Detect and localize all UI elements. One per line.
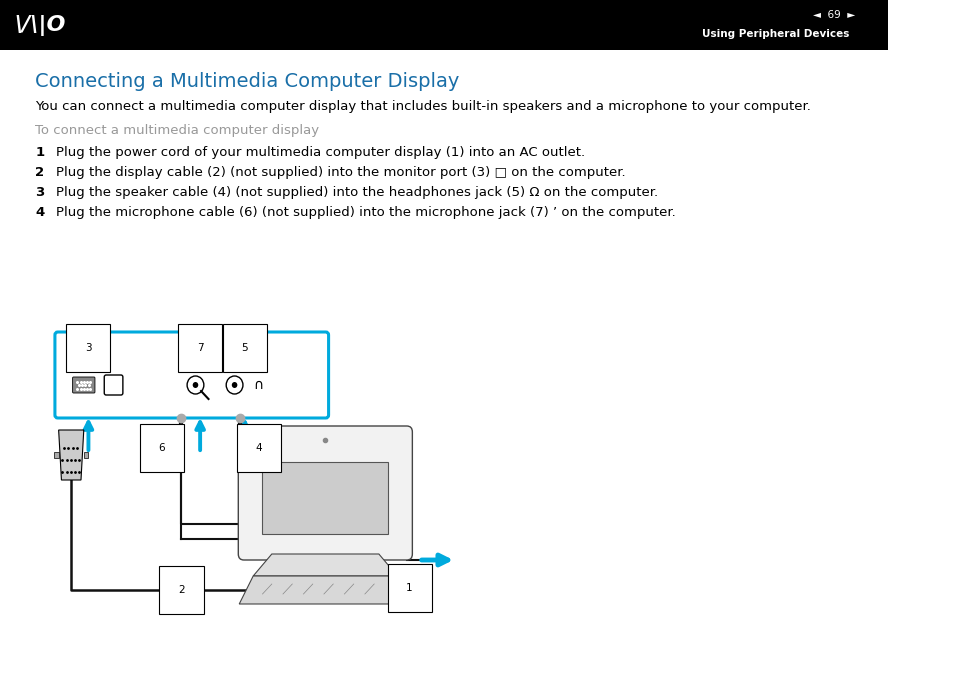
Text: \/\|O: \/\|O	[15, 15, 66, 36]
Bar	[262, 462, 388, 534]
Text: To connect a multimedia computer display: To connect a multimedia computer display	[35, 124, 319, 137]
FancyBboxPatch shape	[55, 332, 328, 418]
Polygon shape	[58, 430, 84, 480]
FancyBboxPatch shape	[238, 426, 412, 560]
Bar	[54, 452, 58, 458]
Ellipse shape	[187, 376, 204, 394]
Text: 7: 7	[196, 343, 203, 353]
Text: Plug the power cord of your multimedia computer display (1) into an AC outlet.: Plug the power cord of your multimedia c…	[56, 146, 584, 159]
Ellipse shape	[193, 382, 198, 388]
Text: 4: 4	[35, 206, 45, 219]
Text: 4: 4	[255, 443, 262, 453]
Bar	[84, 452, 89, 458]
Ellipse shape	[226, 376, 243, 394]
Text: 1: 1	[406, 583, 413, 593]
Text: Plug the display cable (2) (not supplied) into the monitor port (3) □ on the com: Plug the display cable (2) (not supplied…	[56, 166, 625, 179]
FancyBboxPatch shape	[104, 375, 123, 395]
Text: 6: 6	[158, 443, 165, 453]
Text: 3: 3	[35, 186, 45, 199]
Text: Plug the speaker cable (4) (not supplied) into the headphones jack (5) Ω on the : Plug the speaker cable (4) (not supplied…	[56, 186, 658, 199]
Text: ◄  69  ►: ◄ 69 ►	[812, 10, 854, 20]
Text: 1: 1	[35, 146, 45, 159]
Bar	[0, 0, 887, 50]
Text: Using Peripheral Devices: Using Peripheral Devices	[700, 29, 848, 39]
Text: 2: 2	[35, 166, 45, 179]
Text: ∩: ∩	[253, 378, 263, 392]
Text: Plug the microphone cable (6) (not supplied) into the microphone jack (7) ’ on t: Plug the microphone cable (6) (not suppl…	[56, 206, 675, 219]
Polygon shape	[253, 554, 397, 576]
Text: 2: 2	[178, 585, 185, 595]
Text: Connecting a Multimedia Computer Display: Connecting a Multimedia Computer Display	[35, 72, 459, 91]
Ellipse shape	[232, 382, 237, 388]
Text: 3: 3	[85, 343, 91, 353]
FancyBboxPatch shape	[72, 377, 95, 393]
Text: You can connect a multimedia computer display that includes built-in speakers an: You can connect a multimedia computer di…	[35, 100, 810, 113]
Polygon shape	[239, 576, 411, 604]
Text: 5: 5	[241, 343, 248, 353]
